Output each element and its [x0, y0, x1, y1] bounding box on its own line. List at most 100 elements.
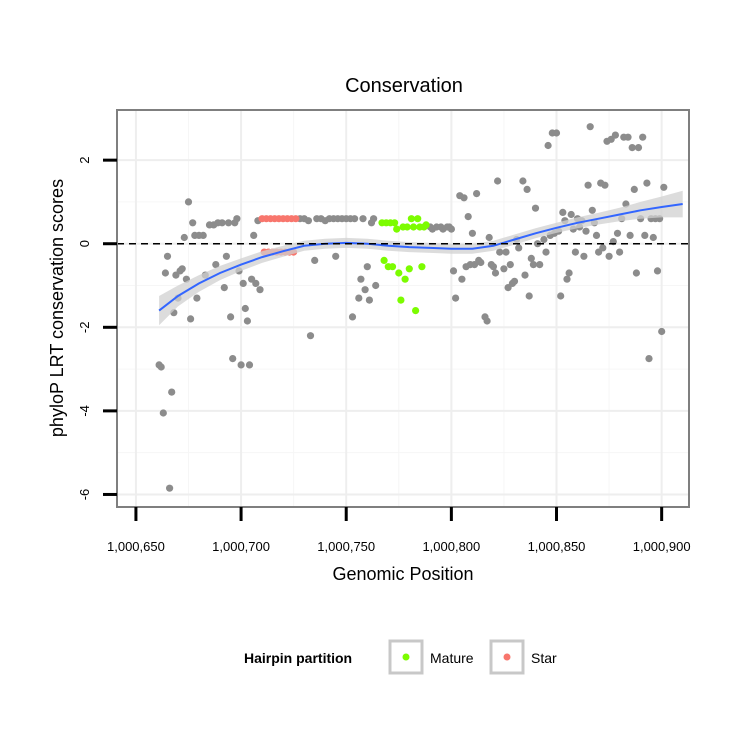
data-point-star: [292, 215, 300, 223]
data-point-other: [496, 248, 504, 256]
data-point-other: [355, 294, 363, 302]
data-point-mature: [393, 225, 401, 233]
data-point-other: [494, 177, 502, 185]
data-point-other: [544, 141, 552, 150]
data-point-other: [580, 252, 588, 260]
x-tick-label: 1,000,650: [107, 539, 165, 554]
data-point-other: [227, 313, 235, 321]
data-point-other: [536, 261, 544, 269]
data-point-other: [218, 219, 226, 227]
data-point-other: [639, 133, 647, 141]
data-point-other: [571, 248, 580, 256]
data-point-other: [645, 355, 653, 363]
smooth-confidence-ribbon: [159, 190, 683, 326]
data-point-other: [565, 269, 573, 277]
data-point-other: [252, 279, 260, 287]
y-tick-label: -4: [77, 405, 92, 417]
chart-title: Conservation: [345, 75, 463, 97]
data-point-other: [586, 123, 594, 131]
data-point-other: [363, 263, 371, 271]
data-point-other: [559, 208, 567, 216]
data-point-mature: [409, 223, 418, 231]
data-point-other: [304, 217, 312, 225]
data-point-other: [220, 284, 228, 292]
smooth-fit-line: [158, 203, 683, 312]
data-point-other: [628, 144, 636, 152]
data-point-other: [184, 198, 193, 206]
data-point-mature: [403, 223, 411, 231]
data-point-mature: [422, 221, 430, 229]
data-point-other: [159, 409, 167, 417]
plot-border: [116, 109, 690, 508]
data-point-other: [584, 181, 592, 189]
legend-swatch-star: [503, 653, 511, 661]
data-point-other: [630, 185, 638, 193]
data-point-other: [660, 183, 668, 191]
data-point-other: [237, 361, 245, 369]
data-point-other: [552, 129, 561, 137]
y-tick-label: -2: [77, 322, 92, 334]
data-point-other: [611, 131, 620, 139]
data-point-other: [180, 233, 188, 242]
data-point-other: [357, 275, 365, 283]
legend-label-star: Star: [531, 650, 557, 666]
data-point-other: [348, 313, 357, 321]
data-point-mature: [412, 307, 420, 315]
data-point-other: [658, 327, 666, 336]
data-point-mature: [380, 256, 388, 264]
plot-inner: [117, 110, 689, 507]
data-point-other: [613, 229, 622, 237]
data-point-mature: [391, 219, 399, 227]
data-point-other: [332, 252, 340, 260]
x-tick-label: 1,000,800: [422, 539, 480, 554]
data-point-other: [643, 179, 651, 187]
data-point-other: [525, 292, 533, 300]
data-point-other: [634, 144, 643, 152]
data-point-other: [224, 219, 233, 227]
y-tick-label: 0: [77, 240, 92, 247]
y-axis-label: phyloP LRT conservation scores: [47, 179, 67, 437]
data-point-other: [582, 227, 590, 235]
data-point-other: [653, 267, 662, 275]
data-point-other: [243, 317, 251, 325]
data-point-other: [239, 279, 247, 287]
x-tick-label: 1,000,700: [212, 539, 270, 554]
data-point-other: [256, 286, 264, 294]
data-point-other: [166, 484, 174, 492]
data-point-other: [527, 254, 535, 262]
data-point-other: [483, 317, 491, 325]
data-point-other: [540, 235, 548, 244]
data-point-other: [245, 361, 254, 369]
data-point-other: [542, 248, 550, 256]
data-point-other: [506, 261, 514, 269]
data-point-other: [477, 258, 485, 267]
data-point-other: [458, 275, 466, 283]
data-point-other: [521, 271, 529, 279]
data-point-other: [641, 231, 649, 239]
data-point-other: [485, 233, 493, 242]
x-tick-label: 1,000,900: [633, 539, 691, 554]
data-point-other: [491, 269, 500, 277]
data-point-other: [361, 286, 369, 294]
data-point-other: [212, 261, 220, 269]
data-point-other: [250, 231, 258, 239]
axes: 1,000,650 1,000,700 1,000,750 1,000,800 1,00…: [77, 156, 691, 554]
data-point-other: [502, 248, 510, 256]
data-point-other: [592, 231, 601, 239]
data-point-mature: [401, 275, 409, 283]
data-point-mature: [405, 265, 413, 273]
data-point-other: [189, 219, 197, 227]
data-point-other: [563, 275, 571, 283]
data-point-other: [306, 332, 315, 340]
x-axis-label: Genomic Position: [332, 564, 473, 584]
data-point-other: [452, 294, 460, 302]
data-point-other: [359, 215, 367, 223]
data-point-other: [649, 233, 657, 242]
data-point-other: [599, 244, 607, 252]
data-point-other: [616, 248, 624, 256]
legend-label-mature: Mature: [430, 650, 474, 666]
data-point-other: [605, 252, 613, 260]
data-point-other: [601, 181, 609, 189]
data-point-mature: [395, 269, 403, 277]
data-point-other: [460, 194, 468, 202]
